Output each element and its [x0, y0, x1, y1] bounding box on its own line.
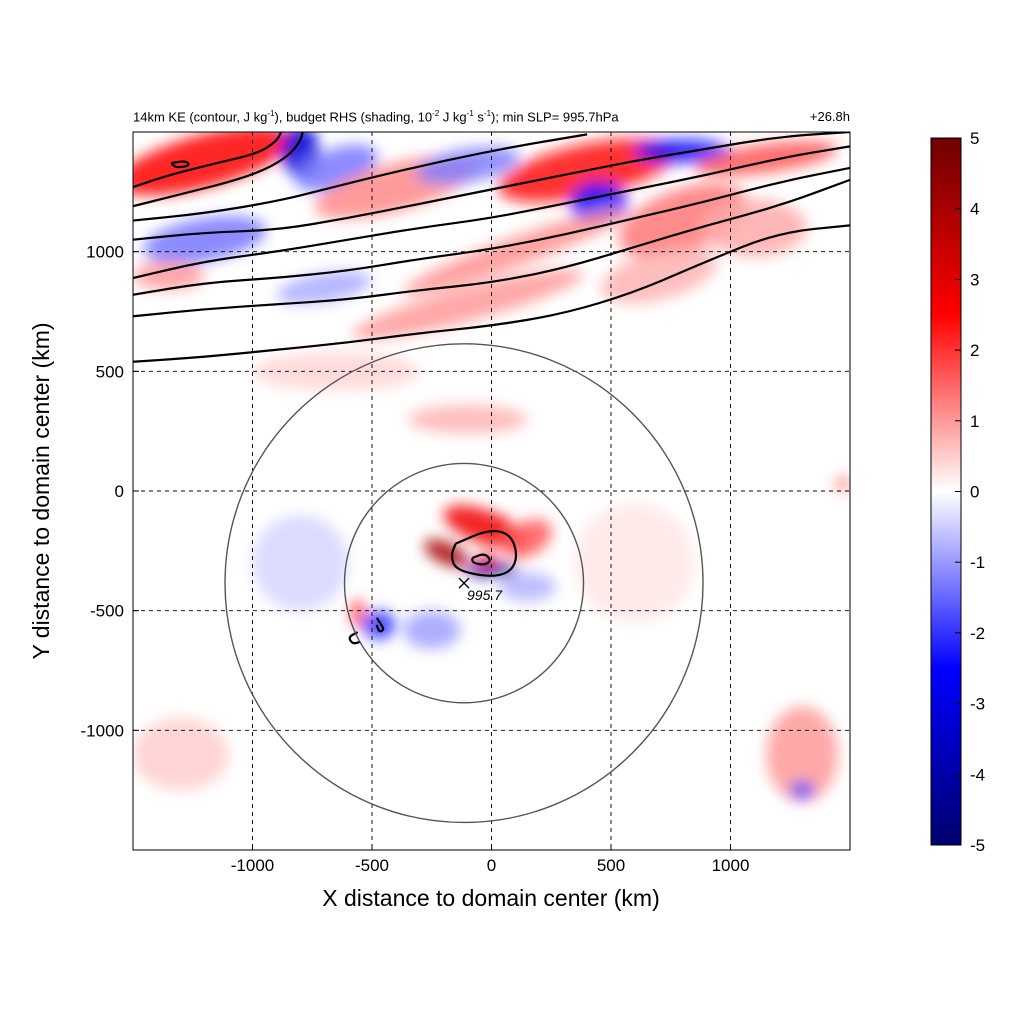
shading-blob	[403, 610, 461, 649]
shading-blob	[443, 505, 526, 549]
shading-blob	[277, 271, 372, 304]
y-axis-title: Y distance to domain center (km)	[28, 322, 54, 659]
time-label: +26.8h	[809, 109, 850, 124]
ke-contour-line	[133, 132, 283, 189]
x-tick-label: -1000	[231, 856, 274, 875]
shading-blob	[295, 144, 378, 192]
ke-contour-line	[133, 132, 304, 208]
shading-blob	[415, 146, 520, 185]
ke-contour-line	[375, 617, 385, 633]
shading-blob	[133, 718, 229, 791]
shading-blob	[600, 247, 717, 304]
chart-title: 14km KE (contour, J kg-1), budget RHS (s…	[133, 109, 619, 125]
colorbar-tick-label: -2	[970, 624, 985, 643]
x-axis: -1000 -500 0 500 1000	[231, 844, 750, 875]
colorbar-tick-label: 2	[970, 341, 979, 360]
colorbar-tick-label: -4	[970, 765, 985, 784]
shading-blob	[352, 269, 584, 340]
center-cross	[458, 577, 470, 589]
ke-contour-line	[450, 529, 518, 577]
shading-blob	[575, 502, 695, 623]
colorbar-ticks: 5 4 3 2 1 0 -1 -2 -3 -4 -5	[955, 129, 985, 855]
y-tick-label: 0	[115, 482, 124, 501]
min-slp-annotation: 995.7	[467, 587, 503, 603]
y-tick-label: 1000	[86, 243, 124, 262]
shading-blob	[423, 539, 469, 568]
ke-contour-line	[133, 133, 588, 222]
ke-contour-line	[133, 145, 850, 280]
colorbar-tick-label: 0	[970, 483, 979, 502]
ke-contour-line	[133, 224, 850, 363]
shading-blob	[498, 572, 557, 602]
colorbar-tick-label: 1	[970, 412, 979, 431]
ke-contours	[133, 132, 850, 645]
x-tick-label: 0	[487, 856, 496, 875]
x-tick-label: 500	[597, 856, 625, 875]
x-tick-label: -500	[355, 856, 389, 875]
colorbar-tick-label: 5	[970, 129, 979, 148]
shading-blob	[402, 208, 628, 295]
x-axis-title: X distance to domain center (km)	[322, 885, 659, 911]
storm-center: 995.7	[458, 577, 503, 603]
colorbar-tick-label: -1	[970, 553, 985, 572]
shading-blob	[252, 514, 349, 611]
shading-blob	[350, 598, 365, 628]
shading-blob	[362, 610, 396, 640]
range-circle	[343, 462, 585, 704]
colorbar-tick-label: -3	[970, 695, 985, 714]
shading-blob	[133, 261, 205, 290]
ke-contour-line	[348, 631, 361, 645]
ke-contour-line	[471, 553, 491, 566]
colorbar-tick-label: 3	[970, 270, 979, 289]
range-circles	[224, 343, 704, 824]
colorbar-tick-label: 4	[970, 200, 979, 219]
range-circle	[224, 343, 704, 824]
ke-contour-line	[170, 160, 190, 169]
ke-contour-line	[133, 178, 850, 318]
ke-contour-line	[133, 132, 850, 241]
y-tick-label: 500	[96, 362, 124, 381]
ke-contour-line	[133, 166, 850, 296]
shading-blob	[407, 404, 528, 434]
x-tick-label: 1000	[712, 856, 750, 875]
colorbar-tick-label: -5	[970, 836, 985, 855]
shading-blob	[790, 780, 815, 800]
y-tick-label: -1000	[81, 721, 124, 740]
shading-blob	[701, 199, 807, 257]
shading-blob	[836, 476, 849, 491]
y-tick-label: -500	[90, 602, 124, 621]
shading-blob	[474, 555, 499, 566]
y-axis: 1000 500 0 -500 -1000	[81, 243, 139, 740]
